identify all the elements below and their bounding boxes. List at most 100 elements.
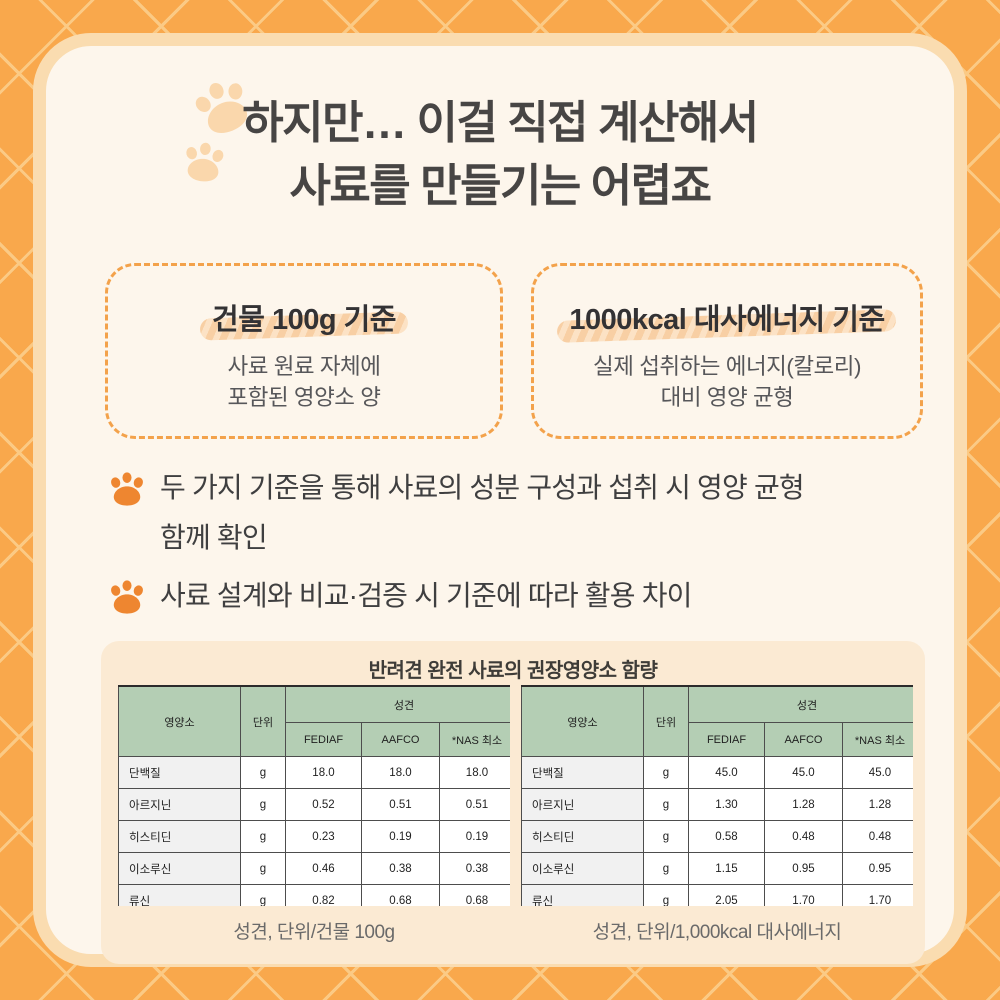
nutrient-table-metabolizable-energy: 영양소 단위 성견 FEDIAF AAFCO *NAS 최소 단백질 g 45.…	[521, 685, 913, 906]
table-row: 히스티딘 g 0.23 0.19 0.19	[118, 820, 510, 853]
cell-value: 0.46	[285, 852, 362, 885]
content-card: 하지만… 이걸 직접 계산해서 사료를 만들기는 어렵죠 건물 100g 기준 …	[33, 33, 967, 967]
paw-print-icon	[186, 72, 259, 142]
cell-value: 18.0	[439, 756, 510, 789]
cell-value: 1.15	[688, 852, 765, 885]
table-row: 이소루신 g 1.15 0.95 0.95	[521, 852, 913, 885]
cell-value: 1.28	[764, 788, 843, 821]
cell-value: 1.28	[842, 788, 913, 821]
cell-value: 0.52	[285, 788, 362, 821]
page-title-line-2: 사료를 만들기는 어렵죠	[289, 160, 712, 211]
table-card-dry-matter: 영양소 단위 성견 FEDIAF AAFCO *NAS 최소 단백질 g 18.…	[118, 685, 510, 906]
page-title-line-1: 하지만… 이걸 직접 계산해서	[242, 97, 759, 148]
col-header-unit: 단위	[643, 685, 689, 757]
cell-value: 18.0	[361, 756, 440, 789]
col-header-fediaf: FEDIAF	[285, 722, 362, 757]
cell-nutrient-name: 히스티딘	[521, 820, 644, 853]
col-header-nas-min: *NAS 최소	[842, 722, 913, 757]
paw-print-icon	[180, 140, 228, 184]
cell-nutrient-name: 아르지닌	[521, 788, 644, 821]
cell-nutrient-name: 류신	[521, 884, 644, 906]
cell-value: 0.48	[764, 820, 843, 853]
cell-unit: g	[240, 820, 286, 853]
panel-title: 반려견 완전 사료의 권장영양소 함량	[368, 660, 658, 682]
cell-unit: g	[643, 756, 689, 789]
col-header-group-adult-dog: 성견	[688, 685, 913, 723]
table-row: 이소루신 g 0.46 0.38 0.38	[118, 852, 510, 885]
paw-bullet-icon	[108, 580, 146, 619]
info-box-title-wrap: 1000kcal 대사에너지 기준	[557, 296, 897, 343]
bullet-text-line-1: 두 가지 기준을 통해 사료의 성분 구성과 섭취 시 영양 균형	[160, 472, 805, 503]
cell-value: 1.30	[688, 788, 765, 821]
table-caption-metabolizable-energy: 성견, 단위/1,000kcal 대사에너지	[592, 922, 842, 943]
cell-unit: g	[643, 788, 689, 821]
info-box-desc-line-2: 포함된 영양소 양	[227, 385, 381, 410]
col-header-nutrient: 영양소	[521, 685, 644, 757]
cell-value: 0.38	[439, 852, 510, 885]
cell-value: 18.0	[285, 756, 362, 789]
paw-bullet-icon	[108, 472, 146, 511]
table-card-metabolizable-energy: 영양소 단위 성견 FEDIAF AAFCO *NAS 최소 단백질 g 45.…	[521, 685, 913, 906]
cell-value: 0.51	[361, 788, 440, 821]
cell-value: 0.23	[285, 820, 362, 853]
cell-nutrient-name: 이소루신	[118, 852, 241, 885]
cell-nutrient-name: 단백질	[118, 756, 241, 789]
col-header-aafco: AAFCO	[361, 722, 440, 757]
table-row: 아르지닌 g 1.30 1.28 1.28	[521, 788, 913, 821]
cell-value: 0.82	[285, 884, 362, 906]
table-row: 단백질 g 45.0 45.0 45.0	[521, 756, 913, 789]
table-row: 아르지닌 g 0.52 0.51 0.51	[118, 788, 510, 821]
info-box-description: 실제 섭취하는 에너지(칼로리) 대비 영양 균형	[534, 351, 920, 413]
info-box-title: 건물 100g 기준	[212, 304, 396, 336]
cell-unit: g	[643, 852, 689, 885]
info-box-description: 사료 원료 자체에 포함된 영양소 양	[108, 351, 500, 413]
cell-value: 45.0	[688, 756, 765, 789]
info-box-desc-line-1: 실제 섭취하는 에너지(칼로리)	[593, 354, 861, 379]
col-header-unit: 단위	[240, 685, 286, 757]
col-header-fediaf: FEDIAF	[688, 722, 765, 757]
info-box-desc-line-1: 사료 원료 자체에	[227, 354, 381, 379]
cell-nutrient-name: 이소루신	[521, 852, 644, 885]
cell-value: 0.48	[842, 820, 913, 853]
col-header-group-adult-dog: 성견	[285, 685, 510, 723]
cell-unit: g	[643, 820, 689, 853]
bullet-item: 두 가지 기준을 통해 사료의 성분 구성과 섭취 시 영양 균형 함께 확인	[108, 463, 936, 563]
cell-nutrient-name: 단백질	[521, 756, 644, 789]
nutrient-table-dry-matter: 영양소 단위 성견 FEDIAF AAFCO *NAS 최소 단백질 g 18.…	[118, 685, 510, 906]
cell-unit: g	[240, 884, 286, 906]
cell-value: 2.05	[688, 884, 765, 906]
cell-value: 45.0	[842, 756, 913, 789]
cell-value: 1.70	[764, 884, 843, 906]
cell-unit: g	[240, 852, 286, 885]
nutrient-tables-panel: 반려견 완전 사료의 권장영양소 함량 영양소 단위 성견 FEDIAF AAF…	[101, 641, 925, 964]
cell-unit: g	[643, 884, 689, 906]
cell-value: 1.70	[842, 884, 913, 906]
col-header-nas-min: *NAS 최소	[439, 722, 510, 757]
info-box-dry-matter: 건물 100g 기준 사료 원료 자체에 포함된 영양소 양	[105, 263, 503, 439]
info-box-title-wrap: 건물 100g 기준	[199, 296, 409, 341]
cell-value: 45.0	[764, 756, 843, 789]
cell-nutrient-name: 아르지닌	[118, 788, 241, 821]
col-header-aafco: AAFCO	[764, 722, 843, 757]
bullet-text: 두 가지 기준을 통해 사료의 성분 구성과 섭취 시 영양 균형 함께 확인	[160, 463, 805, 563]
cell-value: 0.68	[361, 884, 440, 906]
cell-value: 0.68	[439, 884, 510, 906]
col-header-nutrient: 영양소	[118, 685, 241, 757]
cell-unit: g	[240, 756, 286, 789]
table-row: 히스티딘 g 0.58 0.48 0.48	[521, 820, 913, 853]
cell-value: 0.95	[764, 852, 843, 885]
info-box-metabolizable-energy: 1000kcal 대사에너지 기준 실제 섭취하는 에너지(칼로리) 대비 영양…	[531, 263, 923, 439]
cell-nutrient-name: 히스티딘	[118, 820, 241, 853]
info-box-title: 1000kcal 대사에너지 기준	[569, 304, 885, 336]
table-row: 류신 g 2.05 1.70 1.70	[521, 884, 913, 906]
cell-value: 0.58	[688, 820, 765, 853]
cell-value: 0.38	[361, 852, 440, 885]
bullet-item: 사료 설계와 비교·검증 시 기준에 따라 활용 차이	[108, 571, 936, 621]
cell-value: 0.19	[439, 820, 510, 853]
cell-value: 0.95	[842, 852, 913, 885]
table-row: 류신 g 0.82 0.68 0.68	[118, 884, 510, 906]
table-row: 단백질 g 18.0 18.0 18.0	[118, 756, 510, 789]
info-box-desc-line-2: 대비 영양 균형	[660, 385, 794, 410]
cell-nutrient-name: 류신	[118, 884, 241, 906]
